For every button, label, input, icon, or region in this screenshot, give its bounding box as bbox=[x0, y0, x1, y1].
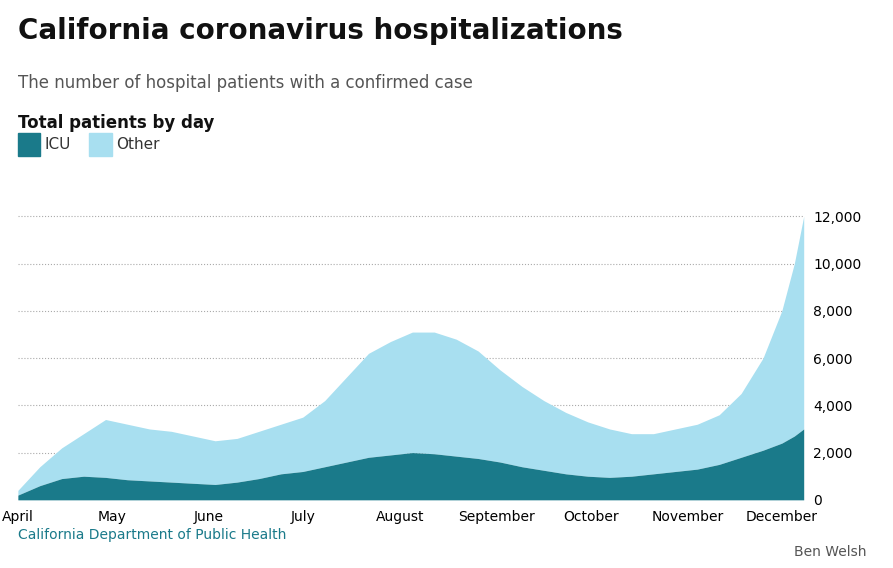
Text: Other: Other bbox=[116, 137, 160, 152]
Text: The number of hospital patients with a confirmed case: The number of hospital patients with a c… bbox=[18, 74, 472, 92]
Text: Ben Welsh: Ben Welsh bbox=[794, 545, 866, 559]
Text: ICU: ICU bbox=[45, 137, 71, 152]
Text: California coronavirus hospitalizations: California coronavirus hospitalizations bbox=[18, 17, 622, 45]
Text: Total patients by day: Total patients by day bbox=[18, 114, 214, 132]
Text: California Department of Public Health: California Department of Public Health bbox=[18, 528, 287, 542]
